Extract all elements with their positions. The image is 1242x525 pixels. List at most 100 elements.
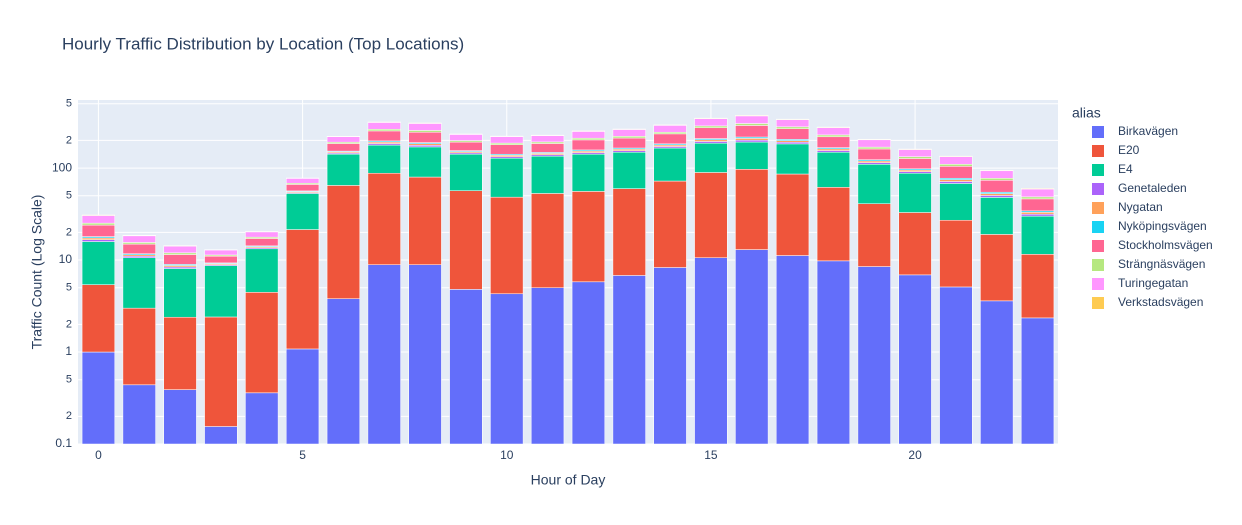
bar-segment <box>612 136 646 139</box>
y-tick-label: 5 <box>66 282 72 294</box>
legend-swatch <box>1092 145 1104 157</box>
bar-segment <box>367 130 401 142</box>
bar-segment <box>163 245 197 247</box>
x-tick-label: 15 <box>704 448 718 462</box>
bar-segment <box>122 243 156 254</box>
bar-segment <box>776 126 810 129</box>
bar-segment <box>857 138 891 141</box>
legend-swatch <box>1092 126 1104 138</box>
legend-swatch <box>1092 221 1104 233</box>
bar-segment <box>490 157 524 198</box>
bar-segment <box>326 298 361 445</box>
bar-segment <box>490 136 524 144</box>
bar-segment <box>122 384 156 445</box>
bar-segment <box>939 183 973 221</box>
bar-segment <box>857 148 891 160</box>
bar-segment <box>694 141 728 144</box>
bar-segment <box>449 141 483 151</box>
y-tick-label: 10 <box>59 252 73 266</box>
x-axis-title: Hour of Day <box>531 472 606 488</box>
bar-segment <box>816 127 850 136</box>
bar-segment <box>286 178 320 184</box>
x-tick-label: 5 <box>299 448 306 462</box>
legend-swatch <box>1092 278 1104 290</box>
bar-segment <box>776 255 810 445</box>
bar-segment <box>857 146 891 150</box>
legend-swatch <box>1092 259 1104 271</box>
bar-segment <box>816 151 850 188</box>
bar-segment <box>980 193 1014 196</box>
bar-segment <box>449 190 483 290</box>
bar-segment <box>898 274 932 445</box>
bar-segment <box>1021 188 1055 190</box>
bar-segment <box>81 222 116 226</box>
bar-segment <box>653 267 687 445</box>
bar-segment <box>367 264 401 445</box>
legend-label: Turingegatan <box>1118 276 1188 290</box>
bar-segment <box>204 265 238 318</box>
bar-segment <box>122 257 156 309</box>
y-tick-label: 5 <box>66 190 72 202</box>
bar-segment <box>490 144 524 155</box>
bar-segment <box>612 275 646 445</box>
bar-segment <box>245 248 279 293</box>
x-tick-label: 20 <box>908 448 922 462</box>
bar-segment <box>1021 215 1055 255</box>
bar-segment <box>408 122 442 124</box>
y-tick-label: 2 <box>66 134 72 146</box>
bar-segment <box>531 135 565 143</box>
bar-segment <box>245 392 279 445</box>
bar-segment <box>857 164 891 204</box>
bar-segment <box>735 169 769 250</box>
bar-segment <box>612 137 646 149</box>
y-tick-label: 2 <box>66 318 72 330</box>
bar-segment <box>122 307 156 386</box>
bar-segment <box>1021 198 1055 212</box>
bar-segment <box>571 137 605 141</box>
bar-segment <box>694 257 728 445</box>
legend-label: Verkstadsvägen <box>1118 295 1203 309</box>
bar-segment <box>326 153 361 186</box>
legend-label: Nygatan <box>1118 200 1163 214</box>
y-tick-label: 0.1 <box>55 436 72 450</box>
bar-segment <box>367 122 401 130</box>
bar-segment <box>163 252 197 255</box>
bar-segment <box>857 139 891 148</box>
legend-swatch <box>1092 240 1104 252</box>
y-tick-label: 2 <box>66 410 72 422</box>
bar-segment <box>980 180 1014 193</box>
y-tick-label: 5 <box>66 98 72 110</box>
bar-segment <box>735 249 769 445</box>
bar-segment <box>571 139 605 151</box>
bar-segment <box>898 158 932 170</box>
bar-segment <box>163 389 197 445</box>
bar-segment <box>735 138 769 141</box>
bar-segment <box>939 181 973 184</box>
bar-segment <box>449 289 483 445</box>
legend-label: Genetaleden <box>1118 181 1187 195</box>
bar-segment <box>163 245 197 254</box>
bar-segment <box>408 146 442 178</box>
bar-segment <box>653 147 687 182</box>
y-tick-label: 1 <box>65 344 72 358</box>
bar-segment <box>81 214 116 216</box>
bar-segment <box>245 231 279 238</box>
legend-label: E4 <box>1118 162 1133 176</box>
bar-segment <box>1021 254 1055 319</box>
bar-segment <box>571 281 605 445</box>
bar-segment <box>776 128 810 140</box>
bar-segment <box>81 224 116 237</box>
bar-segment <box>735 115 769 124</box>
bar-segment <box>326 185 361 299</box>
bar-segment <box>286 229 320 350</box>
bar-segment <box>694 142 728 173</box>
bar-segment <box>122 235 156 243</box>
legend-swatch <box>1092 183 1104 195</box>
bar-segment <box>939 219 973 288</box>
bar-segment <box>735 123 769 126</box>
bar-segment <box>571 131 605 139</box>
bar-segment <box>531 193 565 288</box>
bar-segment <box>286 348 320 445</box>
legend-swatch <box>1092 164 1104 176</box>
bar-segment <box>367 121 401 123</box>
